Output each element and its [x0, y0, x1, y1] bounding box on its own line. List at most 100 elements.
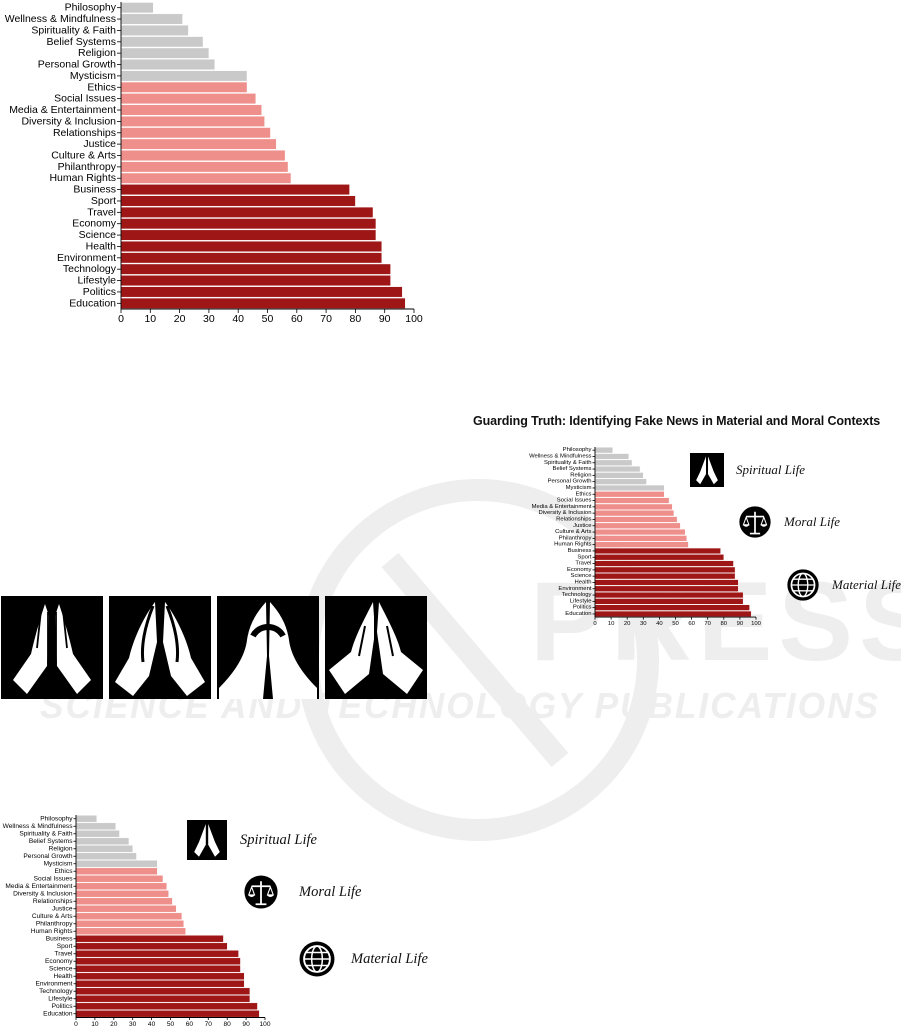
category-label-16: Business [568, 548, 592, 554]
x-tick-label-3: 30 [640, 621, 647, 627]
praying-hands-icon [187, 820, 227, 860]
bar-16 [75, 935, 224, 943]
x-tick-label-5: 50 [672, 621, 679, 627]
globe-icon [299, 941, 335, 977]
legend-spiritual-small: Spiritual Life [187, 820, 317, 860]
category-label-25: Politics [52, 1003, 74, 1010]
x-tick-label-7: 70 [320, 313, 332, 325]
category-label-6: Mysticism [566, 485, 592, 491]
category-label-13: Culture & Arts [555, 529, 591, 535]
category-label-15: Human Rights [554, 542, 591, 548]
bar-23 [120, 263, 391, 275]
category-label-0: Philosophy [65, 2, 117, 14]
hands-panel-1 [1, 596, 103, 699]
x-tick-label-6: 60 [688, 621, 695, 627]
bar-4 [594, 472, 644, 479]
category-label-12: Justice [83, 138, 116, 150]
x-tick-label-8: 80 [721, 621, 728, 627]
bar-26 [594, 610, 752, 618]
bar-23 [594, 591, 744, 599]
bar-1 [594, 453, 630, 460]
hands-panel-2 [109, 596, 211, 699]
bar-3 [120, 36, 204, 48]
x-tick-label-0: 0 [118, 313, 124, 325]
bar-12 [75, 905, 177, 913]
category-label-3: Belief Systems [553, 466, 592, 472]
category-label-8: Social Issues [54, 93, 116, 105]
bar-9 [120, 104, 262, 116]
hands-panel-4 [325, 596, 427, 699]
bar-12 [120, 138, 277, 150]
bar-3 [75, 837, 130, 845]
category-label-23: Technology [39, 988, 73, 995]
x-tick-label-6: 60 [291, 313, 303, 325]
figure-title: Guarding Truth: Identifying Fake News in… [473, 414, 881, 428]
legend-moral-small: Moral Life [243, 874, 361, 910]
bar-16 [120, 184, 350, 196]
category-label-0: Philosophy [40, 815, 73, 822]
bar-8 [594, 497, 670, 504]
x-tick-label-8: 80 [224, 1021, 232, 1028]
bar-21 [75, 972, 245, 980]
legend-label-moral: Moral Life [784, 514, 840, 529]
category-label-2: Spirituality & Faith [19, 830, 72, 837]
bar-0 [75, 815, 97, 823]
bar-25 [75, 1002, 258, 1010]
legend-label-spiritual: Spiritual Life [240, 831, 317, 848]
legend-material-small: Material Life [298, 940, 428, 978]
category-label-8: Social Issues [34, 875, 74, 882]
x-tick-label-0: 0 [74, 1021, 78, 1028]
legend-spiritual-medium: Spiritual Life [690, 453, 805, 487]
legend-moral-medium: Moral Life [738, 505, 840, 539]
category-label-10: Diversity & Inclusion [21, 115, 116, 127]
category-label-10: Diversity & Inclusion [538, 510, 591, 516]
category-label-2: Spirituality & Faith [31, 24, 116, 36]
legend-material-medium: Material Life [786, 568, 901, 602]
category-label-1: Wellness & Mindfulness [3, 823, 74, 830]
bar-20 [120, 229, 377, 241]
category-label-1: Wellness & Mindfulness [529, 453, 591, 459]
x-tick-label-10: 100 [751, 621, 762, 627]
bar-17 [120, 195, 356, 207]
category-label-7: Ethics [575, 491, 591, 497]
x-tick-label-0: 0 [593, 621, 597, 627]
category-label-24: Lifestyle [77, 275, 116, 287]
bar-3 [594, 466, 641, 473]
category-label-5: Personal Growth [548, 479, 592, 485]
category-label-16: Business [73, 184, 116, 196]
category-label-4: Religion [78, 47, 116, 59]
bar-22 [75, 980, 245, 988]
bar-6 [75, 860, 158, 868]
category-label-8: Social Issues [557, 498, 592, 504]
bar-18 [120, 206, 374, 218]
category-label-23: Technology [562, 592, 592, 598]
bar-21 [594, 579, 739, 586]
category-label-14: Philanthropy [36, 920, 73, 927]
category-label-5: Personal Growth [38, 59, 116, 71]
category-label-4: Religion [570, 472, 591, 478]
x-tick-label-9: 90 [737, 621, 744, 627]
bar-5 [120, 59, 215, 70]
x-tick-label-1: 10 [608, 621, 615, 627]
x-tick-label-3: 30 [129, 1021, 137, 1028]
praying-hands-icon [115, 602, 205, 696]
category-label-10: Diversity & Inclusion [13, 890, 73, 897]
bar-18 [75, 950, 239, 958]
x-tick-label-10: 100 [405, 313, 423, 325]
category-label-4: Religion [49, 845, 73, 852]
category-label-21: Health [86, 240, 117, 252]
bar-14 [594, 535, 687, 542]
bar-24 [75, 995, 251, 1003]
category-label-25: Politics [83, 286, 116, 298]
bar-26 [120, 297, 406, 309]
bar-19 [594, 566, 736, 573]
category-label-21: Health [574, 579, 591, 585]
hands-icon-row [1, 596, 427, 699]
category-label-19: Economy [45, 958, 73, 965]
x-tick-label-3: 30 [203, 313, 215, 325]
category-label-6: Mysticism [70, 70, 116, 82]
x-tick-label-2: 20 [174, 313, 186, 325]
